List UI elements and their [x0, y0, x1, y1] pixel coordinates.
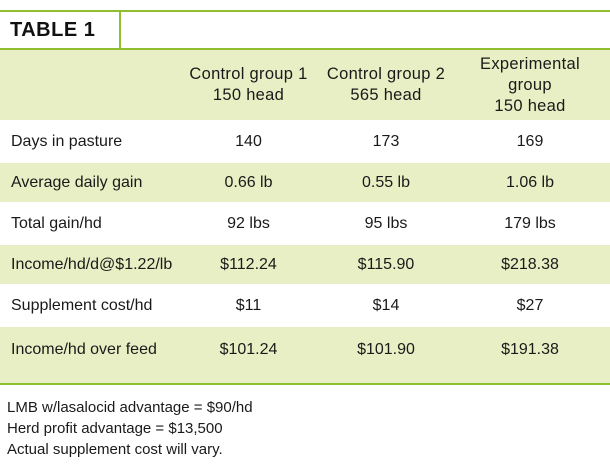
table-title: TABLE 1	[10, 19, 96, 41]
header-experimental-group: Experimental group 150 head	[480, 54, 580, 115]
cell-control-1: 140	[235, 132, 262, 150]
header-control-group-1: Control group 1 150 head	[189, 65, 308, 104]
table-row: Days in pasture 140 173 169	[0, 120, 610, 161]
cell-control-1: $112.24	[220, 255, 277, 273]
cell-experimental: $218.38	[501, 255, 559, 273]
cell-control-2: $14	[372, 296, 400, 314]
row-label: Income/hd over feed	[11, 341, 157, 358]
table-title-tab: TABLE 1	[0, 10, 121, 48]
table-row: Income/hd over feed $101.24 $101.90 $191…	[0, 325, 610, 383]
cell-control-2: $101.90	[357, 341, 415, 358]
cell-control-1: 92 lbs	[227, 214, 270, 232]
cell-control-1: $11	[235, 296, 262, 314]
cell-control-2: 0.55 lb	[361, 173, 411, 191]
table-header: Control group 1 150 head Control group 2…	[0, 48, 610, 120]
table-row: Supplement cost/hd $11 $14 $27	[0, 284, 610, 325]
cell-experimental: 1.06 lb	[505, 173, 555, 191]
table-row: Income/hd/d@$1.22/lb $112.24 $115.90 $21…	[0, 243, 610, 284]
row-label: Supplement cost/hd	[11, 296, 153, 314]
cell-control-1: $101.24	[219, 341, 278, 358]
row-label: Income/hd/d@$1.22/lb	[11, 255, 173, 273]
row-label: Total gain/hd	[11, 214, 102, 232]
table-row: Average daily gain 0.66 lb 0.55 lb 1.06 …	[0, 161, 610, 202]
bottom-border-line	[0, 383, 610, 385]
cell-experimental: 179 lbs	[504, 214, 556, 232]
cell-control-2: $115.90	[357, 255, 415, 273]
cell-control-2: 173	[372, 132, 400, 150]
cell-control-2: 95 lbs	[364, 214, 408, 232]
footnote: LMB w/lasalocid advantage = $90/hd	[7, 399, 253, 416]
footnote: Actual supplement cost will vary.	[7, 441, 223, 458]
footnotes: LMB w/lasalocid advantage = $90/hd Herd …	[7, 397, 253, 460]
cell-experimental: $27	[516, 296, 544, 314]
cell-control-1: 0.66 lb	[224, 173, 273, 191]
row-label: Average daily gain	[11, 173, 143, 191]
cell-experimental: 169	[516, 132, 544, 150]
row-label: Days in pasture	[11, 132, 123, 150]
header-control-group-2: Control group 2 565 head	[326, 65, 446, 104]
table-row: Total gain/hd 92 lbs 95 lbs 179 lbs	[0, 202, 610, 243]
footnote: Herd profit advantage = $13,500	[7, 420, 223, 437]
top-border-line	[121, 10, 610, 12]
cell-experimental: $191.38	[501, 341, 559, 358]
